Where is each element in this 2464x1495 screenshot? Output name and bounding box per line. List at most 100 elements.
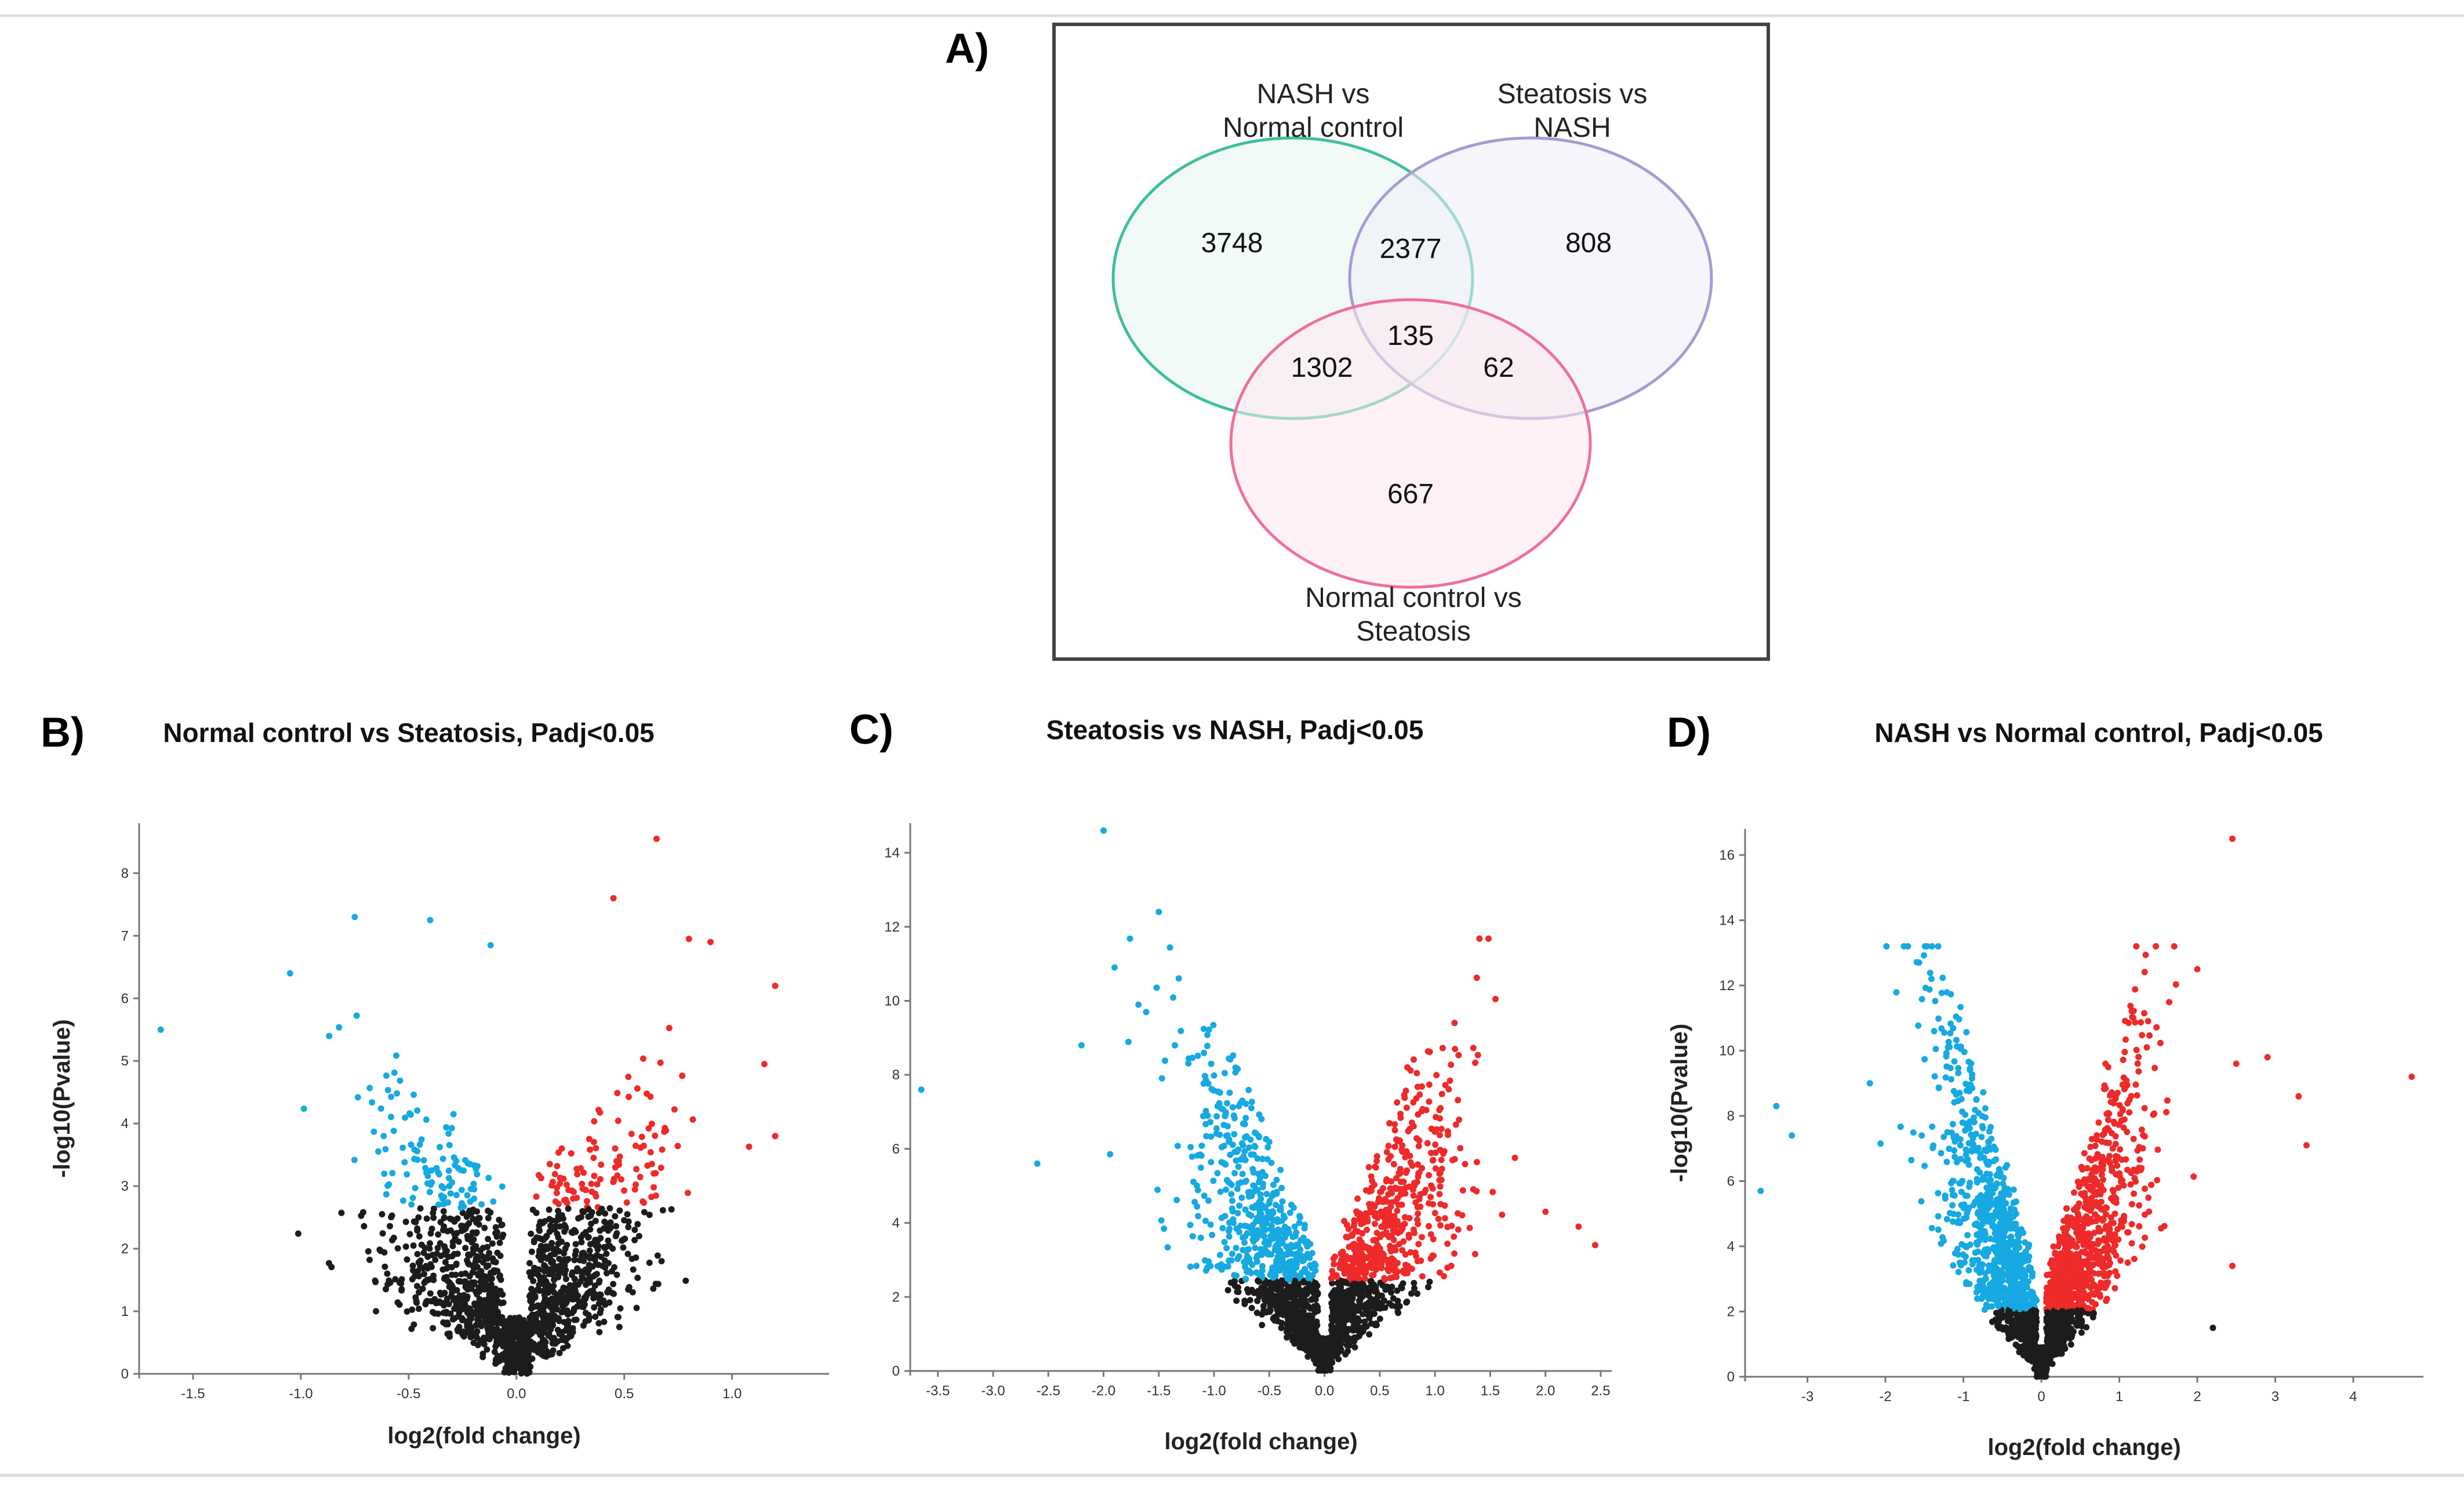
data-point-1-84 xyxy=(1235,1253,1242,1260)
data-point-0-1424 xyxy=(493,1293,500,1300)
data-point-0-416 xyxy=(453,1192,460,1199)
data-point-0-1453 xyxy=(507,1315,514,1322)
data-point-0-206 xyxy=(490,1198,497,1205)
data-point-0-1301 xyxy=(630,1266,637,1273)
data-point-1-1771 xyxy=(1383,1231,1390,1238)
data-point-0-1472 xyxy=(464,1310,471,1316)
data-point-0-1451 xyxy=(565,1319,572,1326)
data-point-1-1385 xyxy=(1254,1227,1261,1234)
data-point-1-1515 xyxy=(1404,1263,1411,1270)
data-point-0-697 xyxy=(447,1190,454,1197)
data-point-0-1473 xyxy=(489,1255,496,1262)
data-point-1-1561 xyxy=(1368,1173,1375,1180)
data-point-0-285 xyxy=(445,1301,452,1308)
data-point-1-612 xyxy=(1419,1234,1426,1241)
data-point-1-1308 xyxy=(1403,1104,1410,1111)
data-point-0-1509 xyxy=(761,1061,768,1068)
data-point-1-1268 xyxy=(1415,1241,1422,1247)
data-point-2-1176 xyxy=(1957,1155,1964,1162)
set-label-normal-steatosis-line1: Normal control vs xyxy=(1305,583,1521,613)
data-point-0-1446 xyxy=(535,1345,542,1352)
data-point-0-1279 xyxy=(540,1274,547,1281)
data-point-0-1144 xyxy=(659,1207,666,1214)
data-point-0-861 xyxy=(474,1253,481,1260)
data-point-1-1814 xyxy=(1294,1254,1301,1261)
data-point-1-1741 xyxy=(1270,1274,1277,1281)
data-point-0-1005 xyxy=(746,1143,753,1150)
data-point-0-1459 xyxy=(441,1302,448,1309)
data-point-1-1596 xyxy=(1343,1342,1350,1349)
data-point-0-1241 xyxy=(454,1250,461,1257)
data-point-0-79 xyxy=(392,1276,399,1283)
data-point-1-485 xyxy=(1296,1214,1303,1221)
data-point-0-1496 xyxy=(444,1228,451,1235)
data-point-1-1163 xyxy=(1416,1137,1423,1144)
y-tick-label-1-4: 8 xyxy=(892,1067,900,1083)
data-point-0-460 xyxy=(604,1270,610,1276)
data-point-1-572 xyxy=(1425,1283,1431,1290)
data-point-0-286 xyxy=(492,1224,499,1231)
data-point-0-1248 xyxy=(528,1286,535,1292)
data-point-1-1087 xyxy=(1224,1263,1231,1270)
data-point-0-661 xyxy=(464,1192,471,1199)
data-point-0-1077 xyxy=(484,1255,491,1262)
points-2 xyxy=(1757,835,2415,1380)
data-point-0-1282 xyxy=(456,1309,463,1316)
data-point-1-64 xyxy=(1329,1280,1336,1287)
data-point-1-586 xyxy=(1413,1070,1420,1076)
data-point-2-834 xyxy=(2120,1056,2127,1063)
data-point-0-1477 xyxy=(503,1326,509,1333)
data-point-0-675 xyxy=(531,1264,537,1271)
data-point-0-1438 xyxy=(595,1320,602,1327)
data-point-0-278 xyxy=(437,1218,444,1225)
data-point-1-1637 xyxy=(1390,1216,1397,1223)
data-point-0-1403 xyxy=(591,1304,598,1311)
data-point-0-1277 xyxy=(558,1337,565,1343)
data-point-1-1655 xyxy=(1352,1315,1359,1322)
data-point-1-1542 xyxy=(1371,1220,1378,1227)
data-point-0-125 xyxy=(618,1176,624,1183)
data-point-1-1494 xyxy=(1355,1275,1362,1282)
data-point-1-1706 xyxy=(1268,1225,1275,1232)
data-point-1-794 xyxy=(1436,1269,1443,1276)
data-point-0-1297 xyxy=(606,1205,613,1212)
data-point-2-468 xyxy=(2153,1024,2160,1031)
data-point-1-198 xyxy=(1248,1104,1255,1111)
data-point-0-1134 xyxy=(438,1183,445,1190)
data-point-1-613 xyxy=(1290,1204,1297,1211)
data-point-2-648 xyxy=(2112,1210,2118,1217)
data-point-1-580 xyxy=(1242,1156,1249,1163)
data-point-1-1507 xyxy=(1262,1226,1269,1233)
data-point-0-1264 xyxy=(399,1144,406,1151)
data-point-0-1066 xyxy=(558,1309,565,1316)
data-point-0-1389 xyxy=(644,1162,651,1169)
data-point-0-1407 xyxy=(657,1059,664,1066)
data-point-1-1900 xyxy=(918,1086,925,1093)
data-point-1-41 xyxy=(1205,1197,1212,1204)
data-point-0-1337 xyxy=(479,1259,486,1266)
data-point-1-722 xyxy=(1462,1161,1469,1167)
data-point-1-1563 xyxy=(1473,1188,1480,1195)
data-point-0-900 xyxy=(499,1221,506,1228)
data-point-1-684 xyxy=(1393,1174,1400,1181)
data-point-0-425 xyxy=(616,1153,623,1160)
data-point-2-392 xyxy=(1951,1099,1958,1106)
data-point-1-1634 xyxy=(1430,1156,1437,1163)
data-point-0-371 xyxy=(625,1093,632,1100)
data-point-0-804 xyxy=(616,1323,623,1330)
data-point-0-1049 xyxy=(579,1273,586,1280)
y-tick-label-2-2: 4 xyxy=(1727,1239,1735,1254)
data-point-0-216 xyxy=(409,1306,416,1313)
set-label-normal-steatosis-line2: Steatosis xyxy=(1356,616,1470,647)
data-point-1-1334 xyxy=(1204,1264,1211,1271)
data-point-0-951 xyxy=(579,1180,586,1187)
data-point-1-610 xyxy=(1437,1115,1443,1122)
data-point-1-727 xyxy=(1209,1231,1216,1238)
data-point-2-981 xyxy=(2172,981,2179,988)
x-tick-label-1-0: -3.5 xyxy=(926,1383,950,1399)
data-point-1-1715 xyxy=(1277,1207,1284,1214)
data-point-1-1279 xyxy=(1362,1187,1369,1194)
data-point-1-1719 xyxy=(1237,1156,1244,1163)
data-point-0-143 xyxy=(402,1218,409,1225)
data-point-0-426 xyxy=(446,1141,453,1148)
